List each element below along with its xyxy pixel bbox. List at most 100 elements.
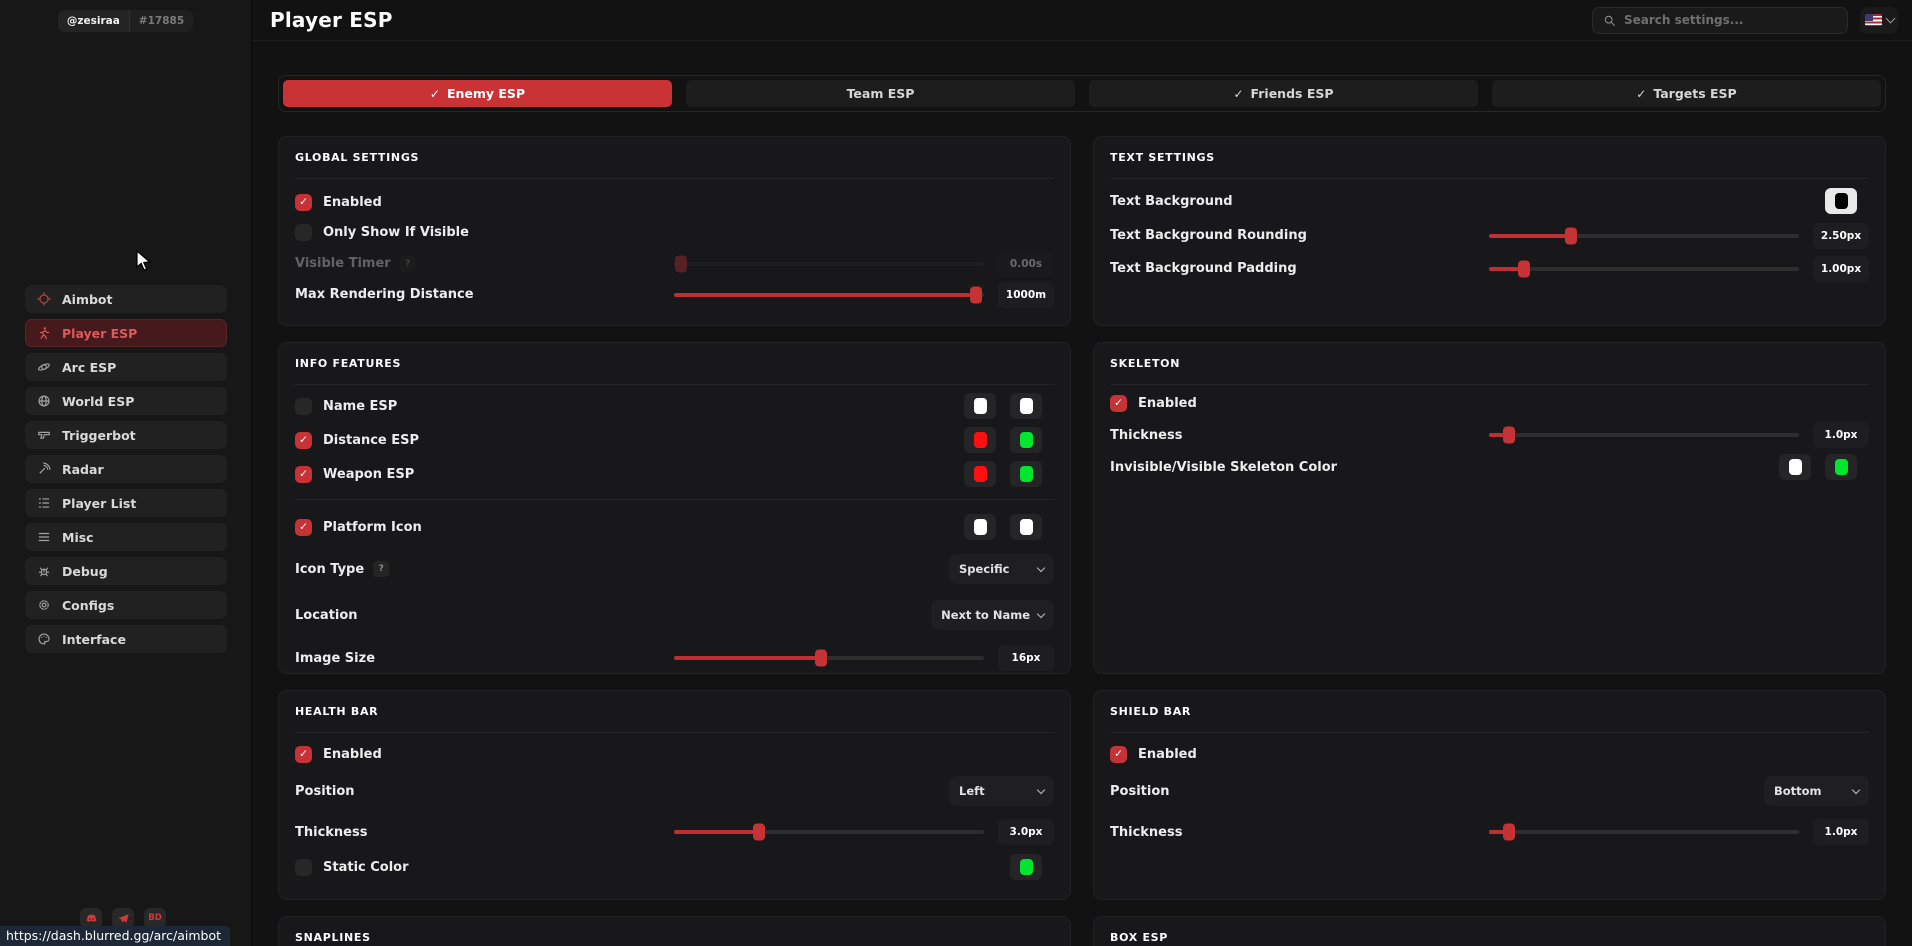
tab-friends-esp[interactable]: Friends ESP [1089,80,1478,107]
text-background-padding-slider[interactable] [1489,260,1799,277]
browser-status-bar: https://dash.blurred.gg/arc/aimbot [0,926,231,946]
card-title: SNAPLINES [295,917,1054,946]
help-icon[interactable]: ? [373,561,390,577]
slider-thumb[interactable] [1518,260,1531,277]
shield-enabled-checkbox[interactable] [1110,745,1127,763]
platform-icon-color-swatch[interactable] [1010,514,1042,540]
sidebar-item-debug[interactable]: Debug [25,557,227,585]
sidebar: @zesiraa #17885 Aimbot Player ESP Arc ES… [0,0,252,946]
card-text-settings: TEXT SETTINGS Text Background Text Backg… [1093,136,1886,326]
setting-text-background-rounding: Text Background Rounding 2.50px [1110,219,1869,252]
card-title: SKELETON [1110,343,1869,385]
platform-icon-checkbox[interactable] [295,518,312,536]
esp-tabs: Enemy ESP Team ESP Friends ESP Targets E… [278,75,1886,112]
weapon-esp-color-swatch[interactable] [1010,461,1042,487]
sidebar-item-arc-esp[interactable]: Arc ESP [25,353,227,381]
tab-team-esp[interactable]: Team ESP [686,80,1075,107]
sidebar-item-world-esp[interactable]: World ESP [25,387,227,415]
slider-thumb[interactable] [752,823,765,841]
user-badge: @zesiraa #17885 [57,10,194,32]
text-background-rounding-slider[interactable] [1489,227,1799,244]
search-input[interactable] [1624,13,1837,27]
shield-position-select[interactable]: Bottom [1764,776,1869,806]
platform-icon-color-swatch[interactable] [964,514,996,540]
visible-skeleton-color-swatch[interactable] [1825,454,1857,480]
sidebar-item-triggerbot[interactable]: Triggerbot [25,421,227,449]
check-icon [1233,86,1243,101]
image-size-slider[interactable] [674,649,984,667]
settings-grid: GLOBAL SETTINGS Enabled Only Show If Vis… [278,136,1886,946]
orbit-icon [38,363,50,371]
slider-thumb[interactable] [814,649,827,667]
weapon-esp-checkbox[interactable] [295,465,312,483]
distance-esp-color-swatch[interactable] [964,427,996,453]
menu-bars-icon [38,532,50,542]
tab-enemy-esp[interactable]: Enemy ESP [283,80,672,107]
slider-thumb[interactable] [1564,227,1577,244]
section-divider [295,499,1054,500]
chevron-down-icon [1036,785,1046,795]
crosshair-icon [37,292,51,306]
language-selector[interactable] [1860,6,1898,34]
static-color-checkbox[interactable] [295,858,312,876]
sidebar-item-radar[interactable]: Radar [25,455,227,483]
setting-health-position: Position Left [295,769,1054,813]
sidebar-item-aimbot[interactable]: Aimbot [25,285,227,313]
health-position-select[interactable]: Left [949,776,1054,806]
only-show-if-visible-checkbox[interactable] [295,224,312,241]
skeleton-thickness-slider[interactable] [1489,426,1799,444]
invisible-skeleton-color-swatch[interactable] [1779,454,1811,480]
bd-label: BD [148,913,162,923]
chevron-down-icon [1851,785,1861,795]
name-esp-color-swatch[interactable] [1010,393,1042,419]
shield-thickness-slider[interactable] [1489,823,1799,841]
name-esp-color-swatch[interactable] [964,393,996,419]
setting-static-color: Static Color [295,851,1054,883]
bd-link[interactable]: BD [144,908,166,928]
tab-targets-esp[interactable]: Targets ESP [1492,80,1881,107]
gear-icon [39,600,49,610]
sidebar-item-configs[interactable]: Configs [25,591,227,619]
search-icon [1604,15,1615,26]
icon-type-select[interactable]: Specific [949,554,1054,584]
visible-timer-value: 0.00s [998,250,1054,277]
skeleton-enabled-checkbox[interactable] [1110,394,1127,412]
setting-enabled: Enabled [295,187,1054,217]
card-shield-bar: SHIELD BAR Enabled Position Bottom Thick… [1093,690,1886,900]
slider-thumb[interactable] [675,255,688,272]
health-enabled-checkbox[interactable] [295,745,312,763]
sidebar-item-label: Arc ESP [62,359,117,375]
sidebar-item-player-list[interactable]: Player List [25,489,227,517]
rounding-value: 2.50px [1813,222,1869,249]
bug-icon [38,567,50,577]
sidebar-item-player-esp[interactable]: Player ESP [25,319,227,347]
setting-shield-position: Position Bottom [1110,769,1869,813]
card-title: INFO FEATURES [295,343,1054,385]
discord-link[interactable] [80,908,102,928]
help-icon[interactable]: ? [399,255,416,272]
distance-esp-color-swatch[interactable] [1010,427,1042,453]
static-color-swatch[interactable] [1010,854,1042,880]
slider-thumb[interactable] [969,286,982,303]
distance-esp-checkbox[interactable] [295,431,312,449]
text-background-color-swatch[interactable] [1825,188,1857,214]
slider-thumb[interactable] [1502,426,1515,444]
card-title: HEALTH BAR [295,691,1054,733]
person-running-icon [39,327,50,340]
setting-platform-icon: Platform Icon [295,508,1054,546]
slider-thumb[interactable] [1502,823,1515,841]
enabled-checkbox[interactable] [295,193,312,211]
setting-skeleton-enabled: Enabled [1110,387,1869,419]
name-esp-checkbox[interactable] [295,397,312,415]
health-thickness-slider[interactable] [674,823,984,841]
visible-timer-slider[interactable] [674,255,984,272]
location-select[interactable]: Next to Name [931,600,1054,630]
main-area: Player ESP Enemy ESP Team ESP Friends ES… [252,0,1912,946]
sidebar-item-label: Aimbot [62,291,113,307]
sidebar-item-interface[interactable]: Interface [25,625,227,653]
sidebar-item-misc[interactable]: Misc [25,523,227,551]
globe-icon [38,395,50,407]
telegram-link[interactable] [112,908,134,928]
max-rendering-distance-slider[interactable] [674,286,984,303]
weapon-esp-color-swatch[interactable] [964,461,996,487]
